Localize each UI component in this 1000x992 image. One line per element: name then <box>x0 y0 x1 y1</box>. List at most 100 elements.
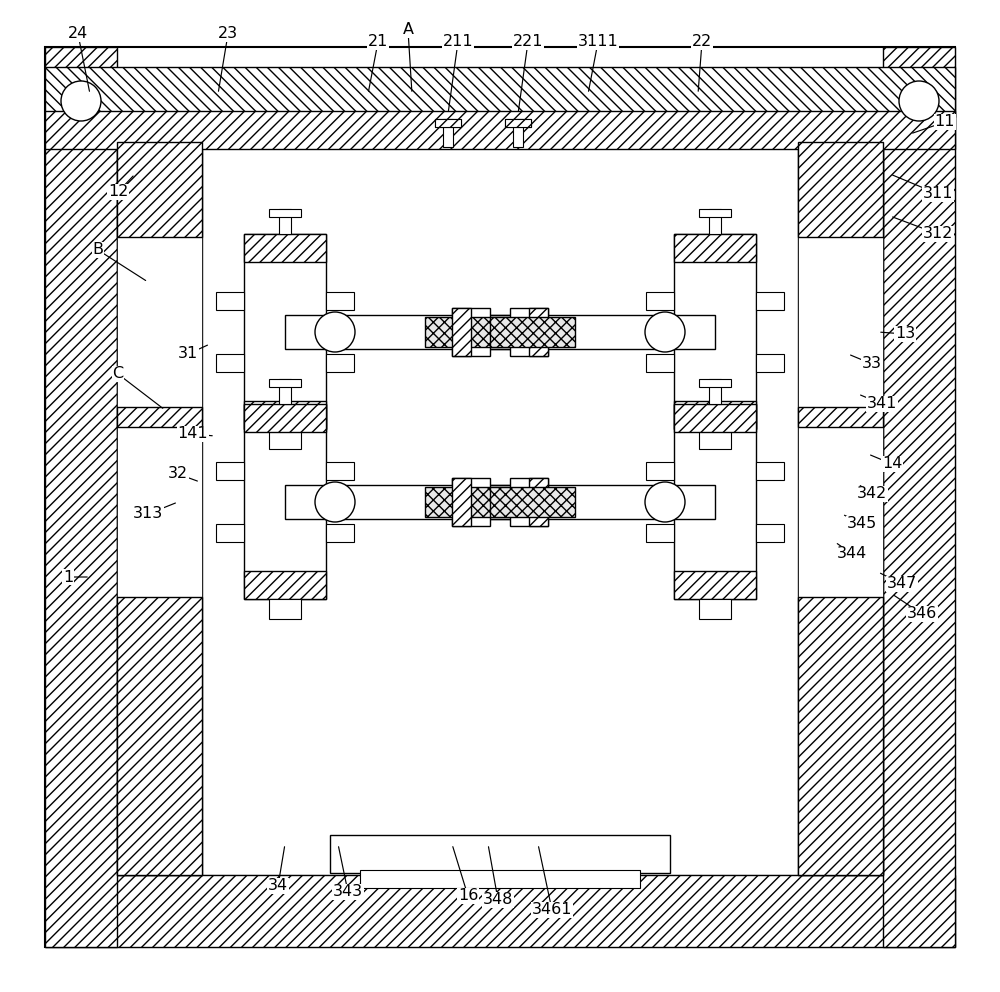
Bar <box>269 209 301 217</box>
Bar <box>490 487 575 517</box>
Bar <box>216 292 244 310</box>
Bar <box>285 485 515 519</box>
Text: 34: 34 <box>268 879 288 894</box>
Bar <box>425 317 510 347</box>
Bar <box>443 119 453 147</box>
Bar <box>216 354 244 372</box>
Bar <box>699 599 731 619</box>
Bar <box>45 67 955 117</box>
Bar <box>674 234 756 429</box>
Bar <box>326 524 354 542</box>
Bar <box>756 292 784 310</box>
Text: 341: 341 <box>867 397 897 412</box>
Circle shape <box>645 482 685 522</box>
Text: 346: 346 <box>907 606 937 622</box>
Bar <box>756 354 784 372</box>
Bar <box>452 308 490 356</box>
Bar <box>699 379 731 387</box>
Text: 23: 23 <box>218 27 238 42</box>
Text: 31: 31 <box>178 346 198 361</box>
Bar <box>117 142 883 875</box>
Bar <box>756 462 784 480</box>
Bar <box>434 326 452 338</box>
Circle shape <box>645 312 685 352</box>
Bar <box>699 209 731 217</box>
Bar <box>510 478 548 526</box>
Bar <box>646 524 674 542</box>
Bar <box>485 485 715 519</box>
Bar <box>505 119 531 127</box>
Text: 3111: 3111 <box>578 35 618 50</box>
Bar <box>798 407 883 427</box>
Text: 13: 13 <box>895 326 915 341</box>
Bar <box>434 496 452 508</box>
Bar <box>529 308 548 356</box>
Bar <box>244 401 326 429</box>
Text: 344: 344 <box>837 547 867 561</box>
Bar <box>510 308 548 356</box>
Circle shape <box>315 312 355 352</box>
Bar <box>490 317 575 347</box>
Text: 16: 16 <box>458 889 478 904</box>
Bar <box>216 524 244 542</box>
Bar <box>330 835 670 873</box>
Bar <box>452 308 471 356</box>
Bar <box>756 524 784 542</box>
Bar <box>285 315 515 349</box>
Bar <box>674 404 756 599</box>
Bar <box>699 429 731 449</box>
Text: 1: 1 <box>63 569 73 584</box>
Text: 24: 24 <box>68 27 88 42</box>
Text: C: C <box>112 366 124 382</box>
Text: 312: 312 <box>923 226 953 241</box>
Text: 3461: 3461 <box>532 903 572 918</box>
Bar <box>485 315 715 349</box>
Text: 343: 343 <box>333 885 363 900</box>
Bar <box>798 407 883 597</box>
Bar <box>244 234 326 429</box>
Bar <box>216 462 244 480</box>
Text: 33: 33 <box>862 356 882 371</box>
Bar <box>279 209 291 234</box>
Bar <box>452 478 471 526</box>
Bar <box>435 119 461 127</box>
Text: 345: 345 <box>847 517 877 532</box>
Bar <box>505 119 531 127</box>
Text: 32: 32 <box>168 466 188 481</box>
Bar <box>244 404 326 432</box>
Bar <box>548 496 566 508</box>
Bar <box>674 571 756 599</box>
Text: 347: 347 <box>887 576 917 591</box>
Bar <box>452 478 490 526</box>
Bar <box>117 407 202 427</box>
Bar <box>435 119 461 127</box>
Bar <box>883 47 955 947</box>
Bar <box>674 234 756 262</box>
Bar <box>117 597 202 875</box>
Bar <box>646 354 674 372</box>
Bar <box>646 462 674 480</box>
Bar <box>798 597 883 875</box>
Bar <box>798 142 883 237</box>
Text: 342: 342 <box>857 486 887 502</box>
Bar <box>425 487 510 517</box>
Bar <box>45 875 955 947</box>
Text: 14: 14 <box>882 456 902 471</box>
Bar <box>269 379 301 387</box>
Circle shape <box>315 482 355 522</box>
Bar <box>244 234 326 262</box>
Bar <box>326 462 354 480</box>
Bar <box>326 354 354 372</box>
Text: 211: 211 <box>443 35 473 50</box>
Bar <box>244 571 326 599</box>
Circle shape <box>899 81 939 121</box>
Bar <box>117 237 202 427</box>
Bar <box>117 142 202 237</box>
Bar <box>117 407 202 597</box>
Text: 21: 21 <box>368 35 388 50</box>
Bar <box>279 379 291 404</box>
Bar <box>548 326 566 338</box>
Bar <box>244 404 326 599</box>
Bar <box>269 429 301 449</box>
Bar <box>529 478 548 526</box>
